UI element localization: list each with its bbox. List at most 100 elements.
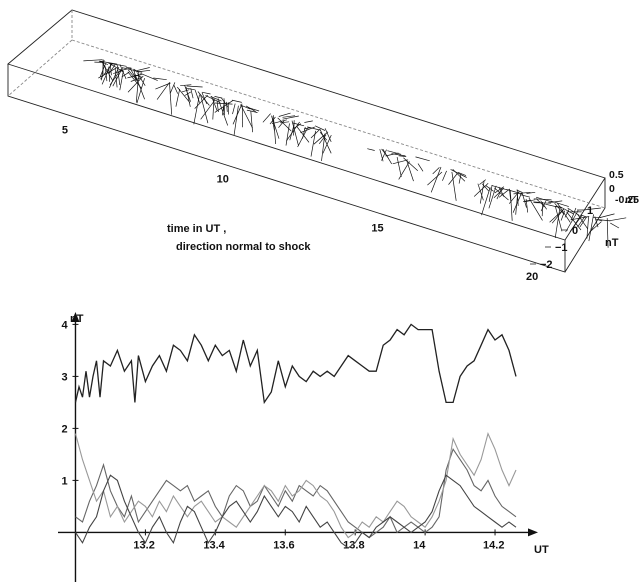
box-hidden-edge [7,10,606,209]
field-vector [319,129,332,154]
field-vector [291,120,299,146]
field-vector [200,94,209,124]
field-vector [533,202,552,204]
field-vector [119,70,124,91]
field-vector [406,159,414,182]
field-vector [403,157,419,172]
y-axis-label-3d: nT [605,237,619,249]
field-vector [307,126,320,131]
field-vector [516,189,519,206]
field-vector [608,217,627,222]
field-vector [548,200,563,204]
field-vector [551,208,565,224]
field-vector [508,191,520,204]
field-vector [282,115,296,118]
field-vector [310,130,316,157]
field-vector [321,133,326,162]
field-vector [135,72,140,103]
field-vector [190,88,194,99]
field-vector [101,64,112,85]
field-vector [417,163,424,172]
x-tick-label: 14 [413,539,426,551]
y-tick-3d: −1 [555,242,568,254]
field-vector [246,109,258,113]
field-vector [286,121,300,142]
field-vector [250,110,253,133]
box-top-face [7,9,606,241]
field-vector [524,199,536,203]
field-vector [554,206,563,232]
field-vector [494,187,509,201]
box-right-edge [564,178,606,273]
field-vector [586,216,589,239]
y-tick-label: 4 [61,319,68,331]
field-vector [278,112,291,117]
field-vector [396,157,402,177]
field-vector [99,60,118,65]
field-vector [285,123,290,146]
field-vector [318,134,327,145]
field-vector [120,67,131,72]
field-vector [582,207,601,211]
field-vector [112,67,124,87]
field-vector [565,210,579,233]
series-group [74,323,517,549]
panel-timeseries: 13.2 13.4 13.6 13.8 14 14.2 1 2 3 4 nT UT [58,312,549,582]
field-vector [566,211,582,231]
field-vector [610,222,620,229]
field-vector [134,74,142,77]
z-tick-3d: 0.5 [609,169,624,181]
y-tick-3d: −2 [540,259,553,271]
field-vector [180,84,192,87]
field-vector [442,170,447,181]
field-vector [201,91,211,95]
field-vector [214,96,223,99]
field-vector [173,85,179,94]
field-vector [367,148,375,151]
field-vector [184,91,191,96]
annotation-line-1: time in UT , [167,223,226,235]
field-vector [136,69,151,73]
x-tick-3d: 20 [526,271,538,283]
y-tick-label: 1 [61,475,67,487]
series-line-4 [75,474,517,549]
field-vector [231,99,242,103]
field-vector [479,179,487,185]
field-vector [197,91,210,106]
field-vector [169,83,173,115]
field-vector [313,131,329,145]
field-vector [296,126,310,143]
field-vector [549,209,564,223]
field-vector [509,190,513,221]
field-vector [392,159,409,165]
z-tick-3d: -0.25 [615,194,639,206]
field-vector [130,76,143,82]
field-vector [134,73,145,100]
field-vector [140,72,158,81]
field-vector [550,200,569,207]
field-vector [232,103,243,125]
field-vector [519,194,531,198]
field-vector [494,186,505,194]
field-vector [606,218,609,248]
field-vector [127,73,143,79]
field-vector [127,75,144,93]
axes-2d: 13.2 13.4 13.6 13.8 14 14.2 1 2 3 4 [58,312,538,582]
field-vector [294,123,302,129]
x-tick-3d: 5 [62,125,68,137]
field-vector [382,149,393,165]
field-vector [488,184,493,202]
field-vector [458,173,462,184]
field-vector [526,191,536,194]
field-vector [523,199,531,202]
field-vector [385,152,399,157]
field-vector [297,127,308,148]
field-vector [314,125,326,131]
field-vector [498,188,510,198]
field-vector [304,120,313,123]
field-vector [398,155,407,157]
field-vector [322,134,332,154]
x-tick-label: 13.4 [203,539,225,551]
field-vector [136,77,145,104]
